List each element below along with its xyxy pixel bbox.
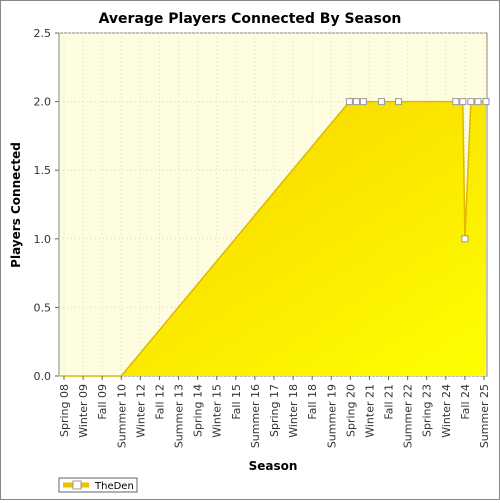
x-axis: Spring 08 Winter 09 Fall 09 Summer 10 Winter…	[58, 376, 491, 448]
data-point-marker	[452, 98, 460, 106]
x-tick-label: Spring 08	[58, 384, 71, 437]
data-point-marker	[482, 98, 490, 106]
x-tick-label: Summer 10	[115, 384, 128, 448]
x-tick-label: Spring 20	[344, 384, 357, 437]
x-tick-label: Fall 18	[306, 384, 319, 420]
x-tick-label: Spring 14	[192, 384, 205, 437]
x-tick-label: Winter 09	[77, 384, 90, 438]
data-point-marker	[345, 98, 353, 106]
area-fill-theden	[61, 101, 486, 376]
x-tick-label: Summer 16	[249, 384, 262, 448]
x-tick-label: Summer 19	[325, 384, 338, 448]
x-tick-label: Winter 12	[134, 384, 147, 438]
x-tick-label: Fall 12	[153, 384, 166, 420]
data-point-marker	[474, 98, 482, 106]
x-axis-label: Season	[249, 459, 298, 473]
y-tick-label: 0.0	[34, 370, 52, 383]
legend: TheDen	[58, 477, 138, 493]
y-tick-label: 2.5	[34, 27, 52, 40]
data-point-marker	[461, 235, 469, 243]
y-tick-label: 1.5	[34, 164, 52, 177]
data-point-marker	[359, 98, 367, 106]
x-tick-label: Fall 24	[459, 384, 472, 420]
x-tick-label: Winter 24	[440, 384, 453, 438]
x-tick-label: Spring 17	[268, 384, 281, 437]
chart-title: Average Players Connected By Season	[99, 11, 402, 27]
x-tick-label: Fall 21	[383, 384, 396, 420]
y-tick-label: 1.0	[34, 233, 52, 246]
data-point-marker	[395, 98, 403, 106]
x-tick-label: Spring 23	[421, 384, 434, 437]
x-tick-label: Summer 25	[478, 384, 491, 448]
data-point-marker	[377, 98, 385, 106]
data-point-marker	[467, 98, 475, 106]
x-tick-label: Summer 22	[402, 384, 415, 448]
x-tick-label: Fall 15	[230, 384, 243, 420]
x-tick-label: Winter 21	[363, 384, 376, 438]
data-point-marker	[352, 98, 360, 106]
x-tick-label: Winter 15	[211, 384, 224, 438]
legend-label: TheDen	[94, 481, 134, 492]
x-tick-label: Winter 18	[287, 384, 300, 438]
x-tick-label: Summer 13	[173, 384, 186, 448]
y-tick-label: 0.5	[34, 301, 52, 314]
y-axis: 0.0 0.5 1.0 1.5 2.0 2.5	[34, 27, 59, 383]
y-tick-label: 2.0	[34, 96, 52, 109]
legend-swatch-marker	[72, 480, 82, 490]
data-point-marker	[459, 98, 467, 106]
marker-layer	[345, 98, 490, 243]
x-tick-label: Fall 09	[96, 384, 109, 420]
y-axis-label: Players Connected	[9, 142, 23, 268]
